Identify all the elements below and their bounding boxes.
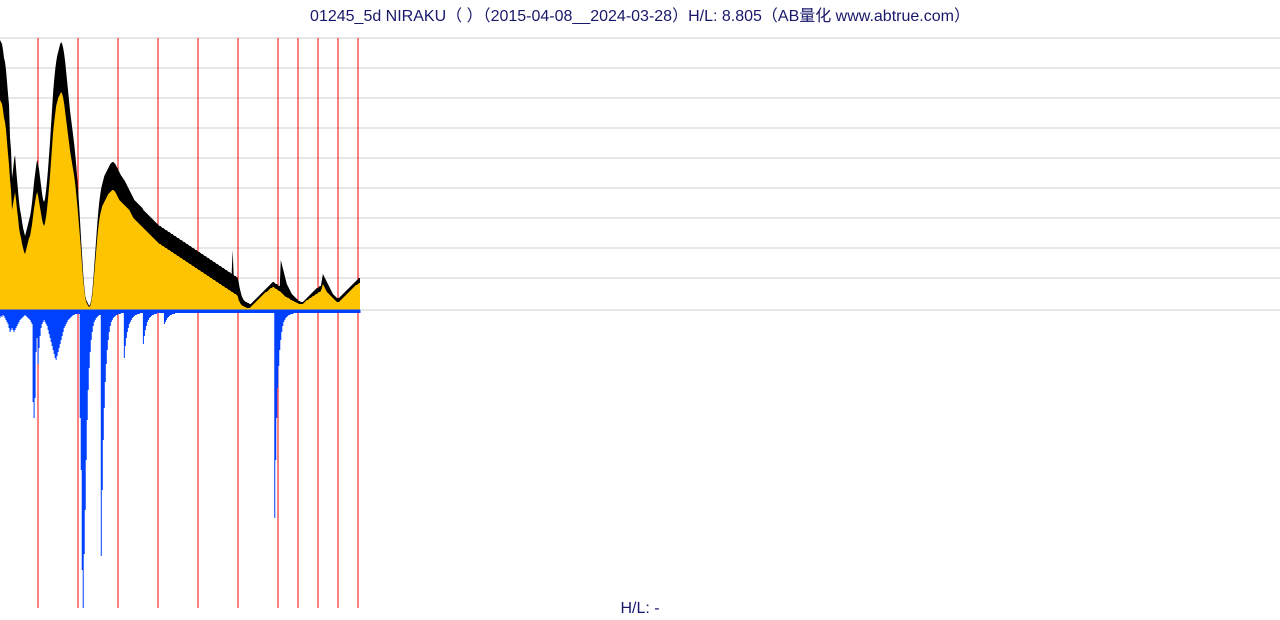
chart-svg [0, 24, 1280, 614]
chart-area [0, 24, 1280, 614]
chart-footer: H/L: - [0, 600, 1280, 618]
chart-title: 01245_5d NIRAKU（ ）（2015-04-08__2024-03-2… [0, 0, 1280, 24]
